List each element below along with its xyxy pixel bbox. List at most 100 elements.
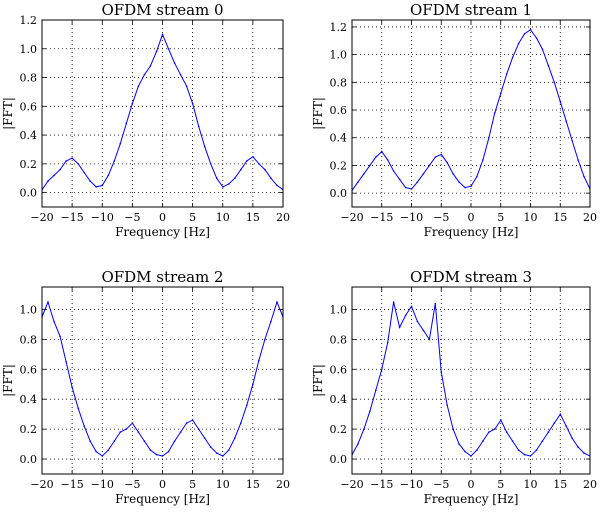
- data-point: [547, 64, 550, 67]
- data-point: [197, 428, 200, 430]
- data-point: [276, 184, 278, 187]
- y-tick-label: 0.0: [20, 453, 38, 466]
- data-point: [404, 186, 407, 189]
- data-point: [209, 446, 212, 448]
- data-point: [179, 431, 182, 433]
- data-point: [215, 177, 218, 179]
- data-point: [143, 440, 146, 442]
- data-point: [95, 186, 97, 188]
- data-point: [559, 100, 562, 103]
- data-point: [185, 422, 188, 424]
- data-point: [392, 301, 395, 303]
- data-point: [476, 175, 478, 178]
- data-point: [155, 453, 158, 456]
- data-point: [565, 425, 567, 427]
- data-point: [252, 383, 254, 386]
- data-point: [161, 455, 164, 457]
- data-point: [246, 160, 248, 162]
- plot-frame: [41, 19, 284, 208]
- data-point: [173, 440, 176, 442]
- data-point: [523, 453, 526, 456]
- y-tick-label: 0.2: [330, 159, 348, 172]
- y-tick-label: 1.0: [330, 303, 348, 316]
- data-point: [59, 168, 61, 171]
- x-tick-label: −20: [30, 478, 53, 491]
- data-point: [240, 422, 242, 424]
- data-point: [107, 449, 110, 451]
- data-point: [203, 145, 206, 148]
- data-point: [276, 301, 278, 303]
- data-point: [428, 164, 431, 167]
- data-point: [228, 449, 230, 451]
- data-point: [547, 431, 550, 433]
- data-point: [386, 341, 389, 344]
- data-point: [559, 413, 562, 416]
- y-tick-label: 1.0: [330, 49, 348, 62]
- x-tick-label: −5: [433, 478, 449, 491]
- y-tick-label: 0.8: [20, 333, 38, 346]
- data-point: [511, 56, 514, 59]
- data-point: [452, 428, 454, 430]
- y-tick-label: 0.4: [20, 129, 38, 142]
- y-tick-label: 0.6: [20, 100, 38, 113]
- data-point: [65, 361, 67, 363]
- data-point: [264, 168, 266, 171]
- data-point: [191, 419, 194, 421]
- plot-frame: [351, 19, 591, 208]
- data-point: [107, 174, 110, 177]
- x-tick-label: −15: [370, 478, 393, 491]
- data-point: [71, 157, 73, 159]
- data-point: [553, 422, 556, 424]
- data-point: [185, 85, 188, 87]
- data-point: [113, 440, 116, 442]
- data-point: [517, 42, 520, 45]
- x-tick-label: −10: [91, 211, 114, 224]
- data-point: [101, 455, 104, 457]
- x-tick-label: 10: [524, 478, 538, 491]
- data-point: [369, 410, 371, 413]
- series-line-0: [352, 29, 590, 191]
- y-tick-label: 0.2: [20, 423, 38, 436]
- y-tick-label: 0.0: [20, 187, 38, 200]
- x-tick-label: −15: [61, 211, 84, 224]
- data-point: [583, 452, 585, 454]
- data-point: [203, 437, 206, 439]
- data-point: [422, 329, 425, 332]
- chart-panel-1: −20 −15 −10 −5 0 5 10 15 20 0.0 0.2 0.4 0.6 0.8 1.0 1.2…: [311, 1, 597, 239]
- x-tick-label: −10: [91, 478, 114, 491]
- y-axis-label: |FFT|: [1, 364, 15, 397]
- data-point: [222, 455, 224, 457]
- data-point: [363, 173, 365, 175]
- data-point: [375, 156, 377, 158]
- x-tick-label: 20: [583, 478, 597, 491]
- data-point: [446, 161, 449, 164]
- data-point: [101, 184, 104, 187]
- data-point: [119, 431, 122, 433]
- chart-title: OFDM stream 2: [101, 268, 223, 286]
- data-point: [458, 181, 460, 183]
- x-tick-label: 20: [583, 211, 597, 224]
- x-tick-label: 15: [246, 478, 260, 491]
- data-point: [428, 338, 431, 341]
- data-point: [476, 449, 478, 451]
- x-axis-label: Frequency [Hz]: [424, 225, 519, 239]
- data-point: [95, 450, 97, 453]
- data-point: [143, 73, 146, 76]
- data-point: [191, 102, 194, 105]
- data-point: [173, 62, 176, 64]
- data-point: [222, 186, 224, 188]
- y-axis-label: |FFT|: [311, 97, 325, 130]
- plot-frame: [351, 286, 591, 475]
- data-point: [47, 180, 49, 182]
- data-point: [523, 33, 526, 35]
- data-point: [482, 440, 484, 442]
- data-point: [404, 314, 407, 317]
- data-point: [422, 173, 425, 175]
- data-point: [363, 428, 365, 430]
- data-point: [53, 174, 55, 177]
- y-tick-label: 1.0: [20, 303, 38, 316]
- data-point: [452, 173, 454, 175]
- data-point: [375, 389, 377, 392]
- data-point: [541, 440, 544, 442]
